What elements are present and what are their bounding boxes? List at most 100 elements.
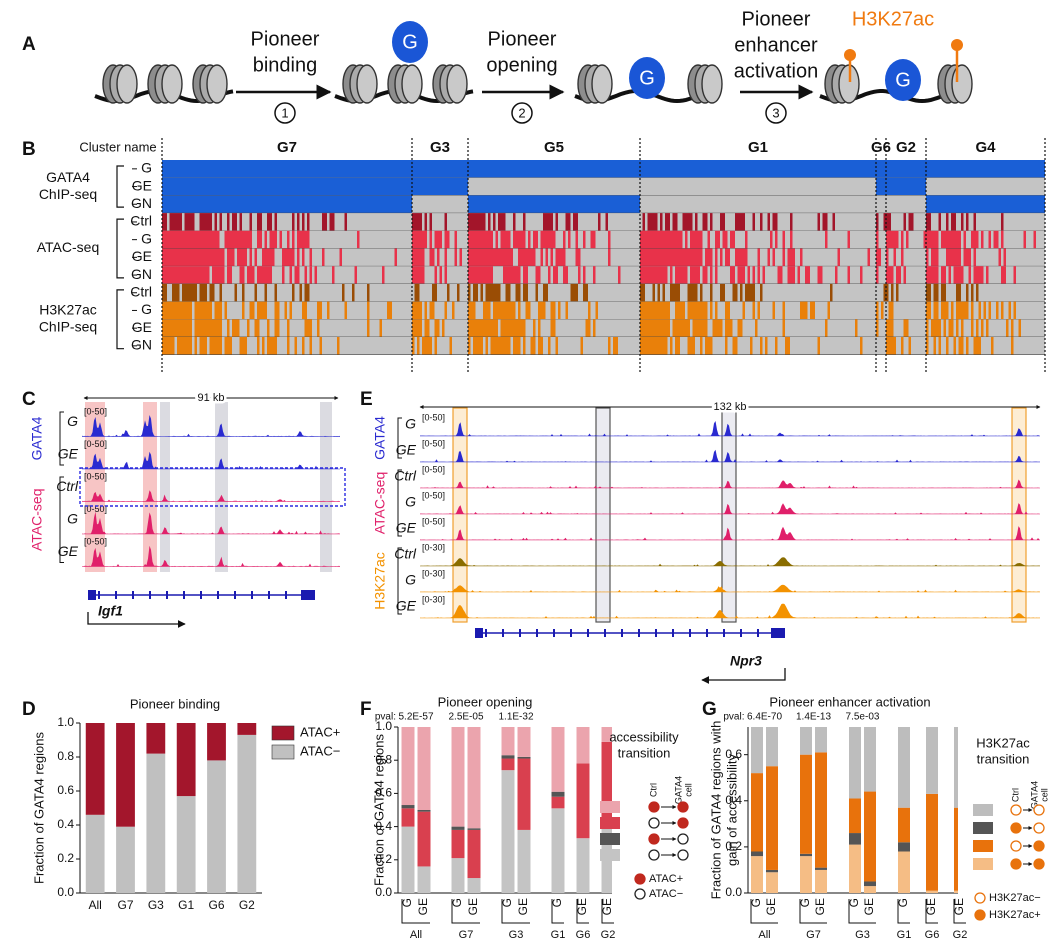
heat-cell [740,283,743,302]
heat-cell [760,283,763,302]
legend-column: cell [683,783,693,797]
heat-cell [981,230,984,249]
bar-segment [766,727,778,767]
legend-swatch [973,822,993,834]
exon [115,591,117,599]
state-glyph [677,801,689,813]
heat-cell [725,319,733,337]
heat-cell [412,266,425,284]
step-label: Pioneer [488,28,557,50]
heat-cell [257,213,262,231]
heat-cell [675,266,688,284]
heat-cell [439,266,442,284]
heat-cell [262,337,265,355]
exon [740,629,742,637]
pioneer-factor [885,59,921,101]
heat-cell [983,301,986,320]
heat-cell [468,266,493,284]
heat-cell [837,248,840,267]
state-glyph [1010,840,1022,852]
heat-cell [847,266,850,284]
heat-cell [459,248,462,267]
heat-cell [302,248,305,267]
heat-cell [790,213,793,231]
state-glyph [634,888,646,900]
signal-track [420,503,1040,514]
track-bracket [397,547,402,615]
nucleosome [701,64,723,104]
bar-segment [849,727,861,799]
heat-cell [725,337,728,355]
group-bracket [750,899,778,924]
x-tick-label: G [550,898,564,907]
bar-segment [800,856,812,893]
heat-cell [533,230,538,249]
heat-cell [1011,337,1014,355]
heat-cell [219,283,222,302]
heat-cell [495,230,498,249]
tss-arrow [87,612,186,628]
heat-cell [715,301,718,320]
heat-cell [745,230,748,249]
heat-cell [317,319,320,337]
step-number-ring [765,102,787,124]
heat-cell [162,301,192,320]
heat-cell [1013,301,1016,320]
bar-segment [146,753,166,893]
heat-cell [412,337,415,355]
exon [536,629,538,637]
heat-cell [530,337,536,355]
heat-cell [966,337,969,355]
step-number: 3 [772,105,779,120]
bar-segment [926,727,938,794]
heat-cell [1001,266,1006,284]
heat-cell [732,337,738,355]
cluster-label: G7 [277,139,297,156]
heat-cell [332,266,335,284]
heat-cell [847,230,850,249]
heat-cell [725,301,730,320]
y-tick-label: 0.0 [57,885,74,899]
acetyl-mark [951,39,963,51]
exon [587,629,589,637]
y-axis-label: Fraction of GATA4 regions [371,734,386,886]
heat-cell [490,337,511,355]
heat-cell [956,283,961,302]
heat-cell [224,230,252,249]
heat-cell [640,283,645,302]
exon [217,591,219,599]
heat-cell [357,230,360,249]
heat-bg [162,283,1045,302]
heat-cell [903,266,906,284]
bar-segment [467,727,481,829]
heat-cell [961,213,964,231]
heat-cell [978,301,981,320]
heat-cell [881,301,884,320]
heat-cell [832,213,835,231]
heat-cell [946,213,949,231]
track-range: [0-50] [84,406,107,416]
heat-cell [705,337,713,355]
heat-cell [573,213,578,231]
bar-segment [766,869,778,873]
row-label: Ctrl [130,283,152,299]
heat-cell [941,283,946,302]
heat-cell [287,230,290,249]
heat-cell [886,230,899,249]
heat-cell [817,213,820,231]
heat-cell [319,337,322,355]
bar-segment [926,793,938,891]
heat-cell [212,266,225,284]
state-glyph [1010,858,1022,870]
heat-cell [523,266,528,284]
bar-segment [551,808,565,893]
tss-arrow [701,668,786,684]
track-name: Ctrl [56,478,79,494]
heat-cell [528,230,531,249]
track-range: [0-30] [422,594,445,604]
heat-cell [1018,319,1021,337]
heat-cell [412,160,468,178]
bar-segment [954,807,958,891]
bar-segment [898,842,910,852]
legend-label: ATAC+ [300,724,340,739]
